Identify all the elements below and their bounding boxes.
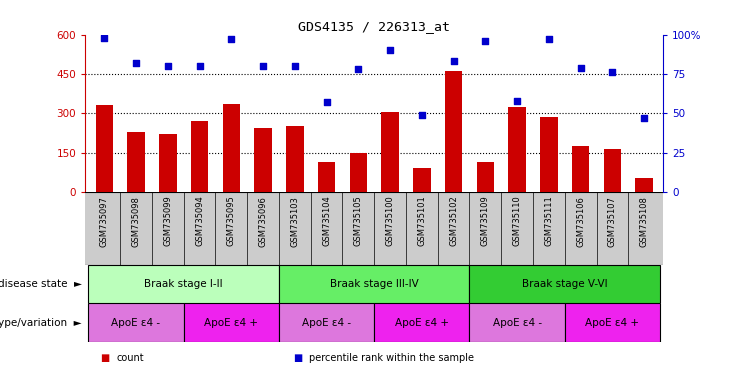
Bar — [318, 162, 335, 192]
Bar — [445, 71, 462, 192]
Text: GSM735102: GSM735102 — [449, 196, 458, 247]
Bar — [286, 126, 304, 192]
Point — [321, 99, 333, 105]
Text: ApoE ε4 +: ApoE ε4 + — [395, 318, 449, 328]
Text: ApoE ε4 -: ApoE ε4 - — [493, 318, 542, 328]
Bar — [604, 149, 621, 192]
Bar — [222, 104, 240, 192]
Point — [448, 58, 459, 65]
Text: GSM735098: GSM735098 — [131, 196, 141, 247]
Bar — [636, 177, 653, 192]
Bar — [470, 265, 660, 303]
Text: GSM735097: GSM735097 — [100, 196, 109, 247]
Bar — [159, 134, 176, 192]
Point — [289, 63, 301, 69]
Point — [257, 63, 269, 69]
Point — [575, 65, 587, 71]
Bar — [540, 117, 557, 192]
Point — [479, 38, 491, 44]
Text: ■: ■ — [100, 353, 109, 363]
Bar — [96, 106, 113, 192]
Point — [416, 112, 428, 118]
Point — [353, 66, 365, 72]
Point — [193, 63, 205, 69]
Text: GSM735094: GSM735094 — [195, 196, 204, 247]
Text: GSM735109: GSM735109 — [481, 196, 490, 247]
Text: GSM735100: GSM735100 — [385, 196, 395, 247]
Text: GSM735095: GSM735095 — [227, 196, 236, 247]
Text: Braak stage V-VI: Braak stage V-VI — [522, 279, 608, 289]
Bar — [565, 303, 660, 342]
Bar — [470, 303, 565, 342]
Text: GSM735106: GSM735106 — [576, 196, 585, 247]
Point — [162, 63, 173, 69]
Text: GSM735101: GSM735101 — [417, 196, 426, 247]
Text: GSM735104: GSM735104 — [322, 196, 331, 247]
Bar — [374, 303, 470, 342]
Point — [384, 47, 396, 53]
Bar — [88, 303, 184, 342]
Bar — [350, 153, 367, 192]
Text: GSM735108: GSM735108 — [639, 196, 648, 247]
Bar — [413, 169, 431, 192]
Text: GSM735096: GSM735096 — [259, 196, 268, 247]
Point — [130, 60, 142, 66]
Bar — [254, 128, 272, 192]
Text: ApoE ε4 +: ApoE ε4 + — [205, 318, 259, 328]
Text: ■: ■ — [293, 353, 302, 363]
Text: ApoE ε4 -: ApoE ε4 - — [302, 318, 351, 328]
Bar — [88, 265, 279, 303]
Bar — [382, 112, 399, 192]
Bar — [279, 303, 374, 342]
Bar — [572, 146, 589, 192]
Bar — [127, 132, 144, 192]
Text: GSM735111: GSM735111 — [545, 196, 554, 247]
Bar — [279, 265, 470, 303]
Text: count: count — [116, 353, 144, 363]
Text: GDS4135 / 226313_at: GDS4135 / 226313_at — [298, 20, 451, 33]
Bar — [191, 121, 208, 192]
Bar — [184, 303, 279, 342]
Text: Braak stage I-II: Braak stage I-II — [144, 279, 223, 289]
Text: percentile rank within the sample: percentile rank within the sample — [309, 353, 474, 363]
Point — [511, 98, 523, 104]
Text: GSM735107: GSM735107 — [608, 196, 617, 247]
Text: disease state  ►: disease state ► — [0, 279, 82, 289]
Text: Braak stage III-IV: Braak stage III-IV — [330, 279, 419, 289]
Text: GSM735105: GSM735105 — [353, 196, 363, 247]
Text: ApoE ε4 +: ApoE ε4 + — [585, 318, 639, 328]
Text: GSM735103: GSM735103 — [290, 196, 299, 247]
Text: GSM735110: GSM735110 — [513, 196, 522, 247]
Point — [225, 36, 237, 42]
Point — [606, 69, 618, 75]
Point — [638, 115, 650, 121]
Text: GSM735099: GSM735099 — [163, 196, 173, 247]
Point — [543, 36, 555, 42]
Point — [99, 35, 110, 41]
Text: genotype/variation  ►: genotype/variation ► — [0, 318, 82, 328]
Bar — [476, 162, 494, 192]
Bar — [508, 107, 526, 192]
Text: ApoE ε4 -: ApoE ε4 - — [111, 318, 161, 328]
